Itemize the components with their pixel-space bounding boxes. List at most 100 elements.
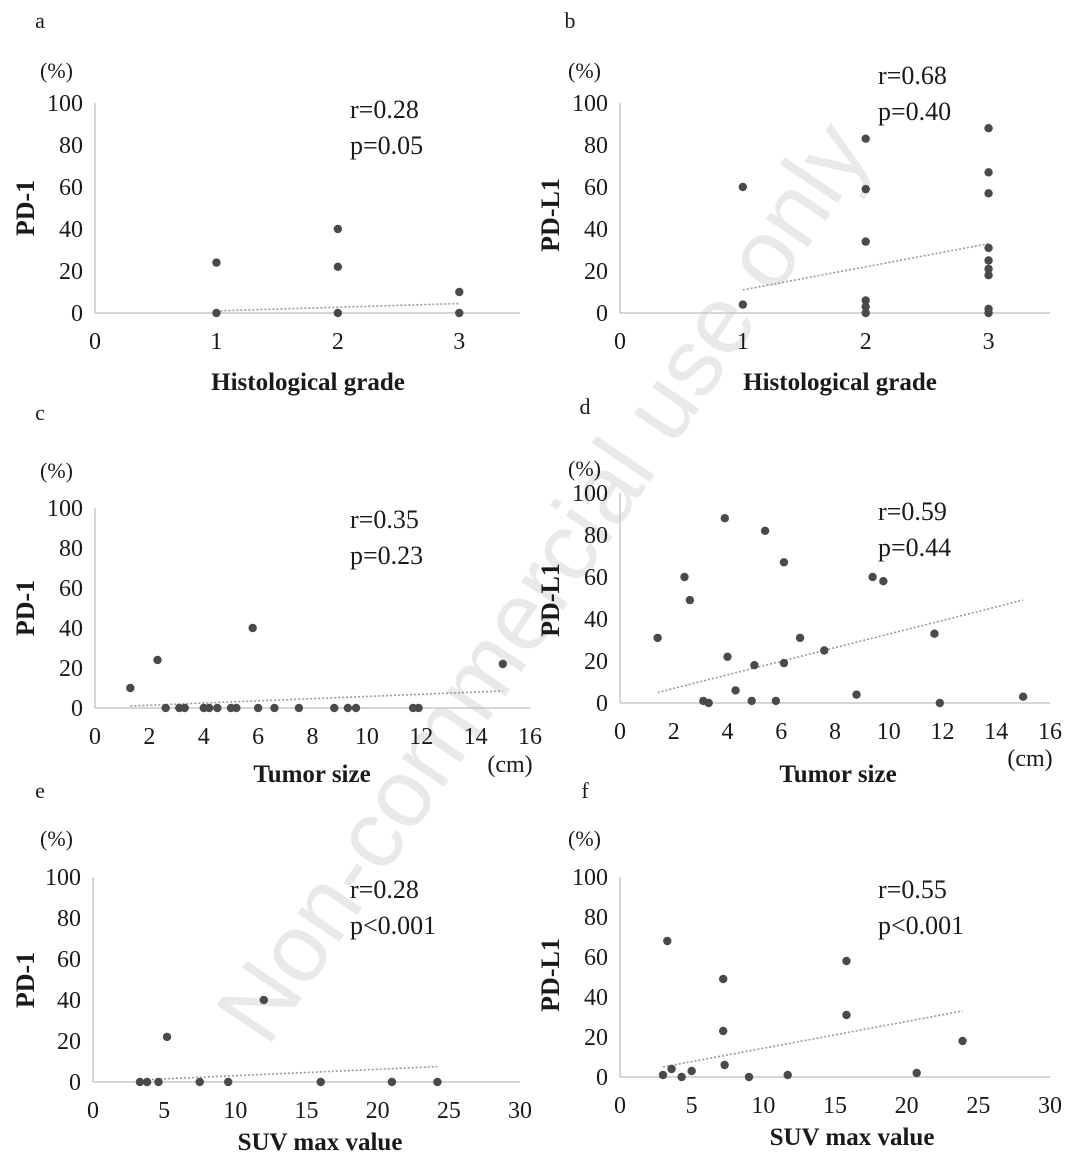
chart-panel-f: f (%) 0 20 40 60 80 100 0 5 10 15 20 25 30 PD-L1 SUV max…: [536, 778, 1062, 1151]
data-point: [984, 168, 993, 177]
data-point: [195, 1077, 204, 1087]
y-tick-label: 100: [572, 865, 608, 891]
data-point: [333, 224, 343, 234]
data-point: [212, 258, 221, 267]
data-point: [731, 686, 740, 695]
data-point: [738, 182, 748, 192]
x-tick-label: 20: [895, 1093, 919, 1119]
data-point: [720, 1060, 729, 1070]
y-tick-label: 80: [584, 523, 608, 549]
y-tick-label: 0: [596, 301, 608, 327]
trend-line: [662, 1010, 963, 1068]
data-point: [142, 1077, 152, 1087]
y-tick-label: 60: [59, 576, 83, 602]
x-tick-label: 16: [518, 724, 542, 750]
x-tick-label: 1: [210, 329, 222, 355]
p-value-annotation: p=0.40: [878, 97, 951, 126]
y-tick-label: 20: [57, 1029, 81, 1055]
data-point: [861, 302, 870, 311]
x-tick-label: 15: [823, 1093, 847, 1119]
data-point: [343, 703, 353, 713]
y-tick-label: 20: [584, 259, 608, 285]
data-point: [738, 300, 748, 309]
x-tick-label: 10: [355, 724, 379, 750]
r-value-annotation: r=0.28: [350, 95, 419, 124]
x-unit-label: (cm): [487, 752, 532, 778]
y-axis-title: PD-L1: [536, 938, 565, 1012]
panel-letter: a: [35, 8, 45, 33]
data-point: [667, 1064, 676, 1074]
data-point: [852, 690, 861, 699]
data-point: [779, 658, 789, 668]
x-tick-label: 4: [198, 724, 210, 750]
data-point: [154, 1077, 163, 1087]
y-tick-label: 40: [584, 217, 608, 243]
data-point: [663, 936, 672, 946]
x-axis-title: SUV max value: [238, 1129, 403, 1155]
x-axis-title: Histological grade: [743, 369, 937, 396]
x-axis-title: SUV max value: [770, 1124, 935, 1151]
data-point: [958, 1036, 967, 1046]
data-point: [270, 703, 279, 713]
x-tick-label: 5: [158, 1098, 170, 1124]
x-tick-label: 12: [931, 719, 955, 745]
data-point: [984, 308, 993, 318]
x-tick-label: 30: [508, 1098, 532, 1124]
x-tick-label: 3: [983, 329, 995, 355]
data-point: [861, 308, 870, 318]
x-tick-label: 0: [87, 1098, 99, 1124]
data-point: [760, 526, 770, 535]
data-point: [723, 652, 732, 661]
y-axis-title: PD-1: [11, 580, 40, 636]
x-tick-label: 0: [614, 329, 626, 355]
data-point: [719, 1026, 728, 1036]
data-point: [984, 264, 993, 274]
data-point: [153, 655, 162, 665]
x-tick-label: 10: [877, 719, 901, 745]
y-tick-label: 100: [45, 865, 81, 891]
r-value-annotation: r=0.59: [878, 497, 947, 526]
y-tick-label: 80: [584, 133, 608, 159]
data-point: [984, 256, 993, 265]
x-tick-label: 0: [89, 724, 101, 750]
data-point: [259, 995, 268, 1005]
y-tick-label: 40: [584, 985, 608, 1011]
panel-letter: c: [35, 400, 45, 425]
data-point: [180, 703, 189, 713]
y-tick-label: 40: [584, 607, 608, 633]
data-point: [414, 703, 423, 713]
trend-line: [657, 599, 1024, 694]
data-point: [213, 703, 222, 713]
y-tick-label: 60: [59, 175, 83, 201]
y-tick-label: 20: [59, 656, 83, 682]
y-tick-label: 60: [584, 945, 608, 971]
panel-letter: d: [580, 394, 591, 419]
data-point: [704, 698, 713, 708]
data-point: [747, 696, 756, 706]
x-tick-label: 16: [1038, 719, 1062, 745]
y-tick-label: 40: [59, 217, 83, 243]
data-point: [685, 595, 695, 605]
data-point: [658, 1070, 668, 1080]
data-point: [842, 956, 851, 966]
data-point: [861, 134, 870, 143]
x-tick-label: 10: [223, 1098, 247, 1124]
y-tick-label: 100: [572, 91, 608, 117]
p-value-annotation: p=0.23: [350, 541, 423, 570]
y-tick-label: 0: [69, 1070, 81, 1096]
chart-panel-c: c (%) 0 20 40 60 80 100 0 2 4 6 8 10 12 14 16 PD-1 Tumor s…: [11, 400, 542, 788]
x-tick-label: 25: [966, 1093, 990, 1119]
x-unit-label: (cm): [1007, 746, 1052, 772]
data-point: [387, 1077, 397, 1087]
r-value-annotation: r=0.28: [350, 875, 419, 904]
y-tick-label: 80: [59, 536, 83, 562]
p-value-annotation: p=0.05: [350, 131, 423, 160]
data-point: [984, 271, 993, 280]
x-tick-label: 2: [668, 719, 680, 745]
data-point: [744, 1072, 754, 1082]
data-point: [984, 189, 993, 198]
y-tick-label: 80: [57, 906, 81, 932]
trend-line: [216, 302, 460, 312]
data-point: [330, 703, 339, 713]
